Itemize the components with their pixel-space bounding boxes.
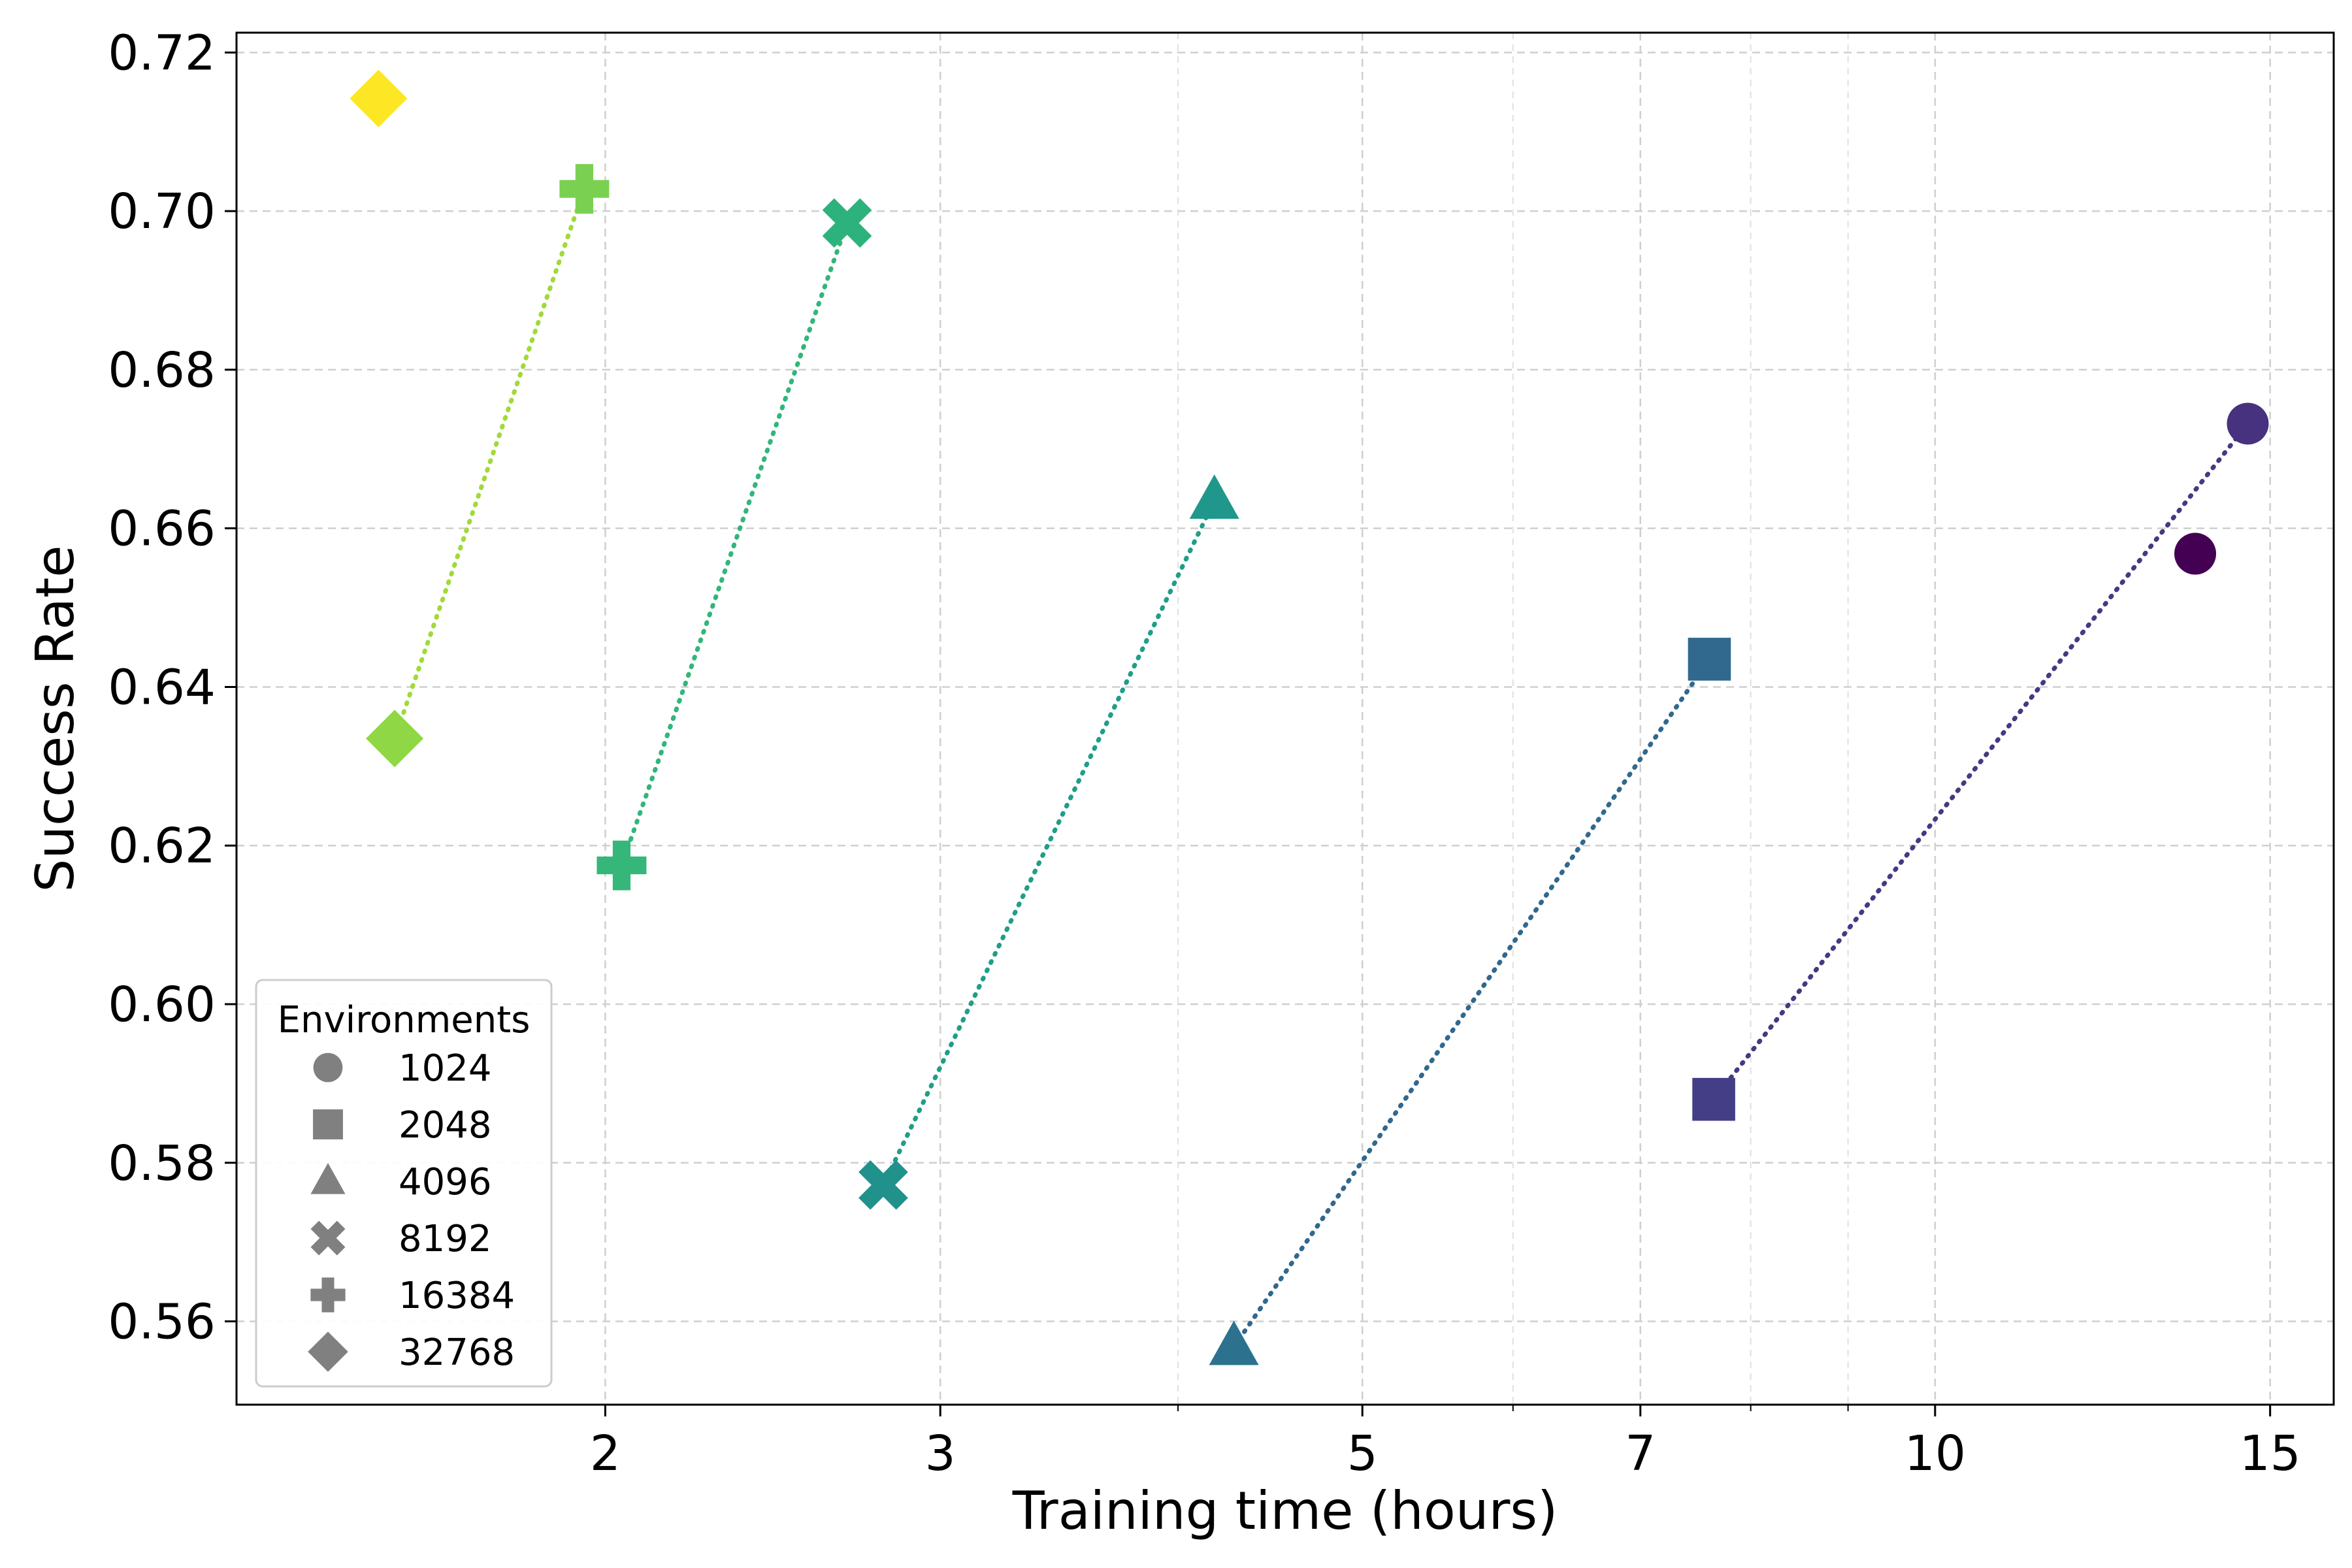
data-point-square xyxy=(1688,638,1731,681)
legend-label: 1024 xyxy=(399,1047,492,1090)
legend-item: 32768 xyxy=(308,1331,515,1374)
grid-lines xyxy=(237,33,2334,1405)
legend-marker-x xyxy=(310,1220,346,1256)
data-point-x xyxy=(858,1160,908,1210)
legend-label: 16384 xyxy=(399,1275,515,1317)
legend-items: 1024 2048 4096 8192 16384 32768 xyxy=(308,1047,515,1374)
legend-item: 1024 xyxy=(313,1047,492,1090)
data-point-circle xyxy=(2227,402,2269,445)
x-axis-label: Training time (hours) xyxy=(1012,1480,1558,1541)
x-tick-label: 5 xyxy=(1347,1426,1378,1482)
axis-ticks: 0.56 0.58 0.60 0.62 0.64 0.66 0.68 0.70 0.72 2 3 5 7… xyxy=(108,25,2301,1482)
y-tick-label: 0.68 xyxy=(108,342,216,399)
data-point-square xyxy=(1692,1077,1735,1121)
data-point-triangle xyxy=(1209,1320,1259,1365)
legend-label: 32768 xyxy=(399,1331,515,1374)
data-point-plus xyxy=(559,164,610,214)
legend-marker-square xyxy=(313,1109,343,1139)
y-tick-label: 0.62 xyxy=(108,818,216,874)
series-line xyxy=(1711,421,2250,1102)
x-tick-label: 2 xyxy=(590,1426,621,1482)
y-tick-label: 0.56 xyxy=(108,1294,216,1350)
data-point-triangle xyxy=(1189,474,1239,519)
data-point-x xyxy=(822,198,872,248)
series-line xyxy=(392,186,587,741)
y-tick-label: 0.60 xyxy=(108,977,216,1033)
series-line xyxy=(619,220,850,868)
x-tick-label: 15 xyxy=(2240,1426,2301,1482)
y-axis-label: Success Rate xyxy=(25,546,86,892)
data-point-diamond xyxy=(350,69,408,127)
legend-label: 4096 xyxy=(399,1161,492,1203)
legend: Environments 1024 2048 4096 8192 16384 32768 xyxy=(255,979,553,1388)
legend-marker-circle xyxy=(313,1053,343,1083)
y-tick-label: 0.72 xyxy=(108,25,216,81)
legend-label: 8192 xyxy=(399,1218,492,1260)
legend-title: Environments xyxy=(278,999,531,1041)
x-tick-label: 7 xyxy=(1625,1426,1656,1482)
plot-frame xyxy=(235,31,2335,1406)
legend-label: 2048 xyxy=(399,1104,492,1147)
data-points xyxy=(350,69,2269,1365)
x-tick-label: 10 xyxy=(1904,1426,1966,1482)
x-tick-label: 3 xyxy=(925,1426,956,1482)
data-point-plus xyxy=(596,840,647,890)
legend-marker-plus xyxy=(310,1277,346,1313)
legend-item: 2048 xyxy=(313,1104,492,1147)
legend-marker-diamond xyxy=(308,1331,348,1372)
series-line xyxy=(1232,657,1712,1349)
y-tick-label: 0.70 xyxy=(108,184,216,240)
y-tick-label: 0.58 xyxy=(108,1135,216,1192)
data-point-circle xyxy=(2174,532,2217,575)
series-line xyxy=(881,498,1217,1188)
y-tick-label: 0.64 xyxy=(108,659,216,715)
legend-marker-triangle xyxy=(310,1163,346,1194)
y-tick-label: 0.66 xyxy=(108,501,216,557)
legend-item: 4096 xyxy=(310,1161,492,1203)
series-lines xyxy=(392,186,2250,1349)
legend-item: 16384 xyxy=(310,1275,515,1317)
legend-item: 8192 xyxy=(310,1218,492,1260)
data-point-diamond xyxy=(366,710,424,768)
